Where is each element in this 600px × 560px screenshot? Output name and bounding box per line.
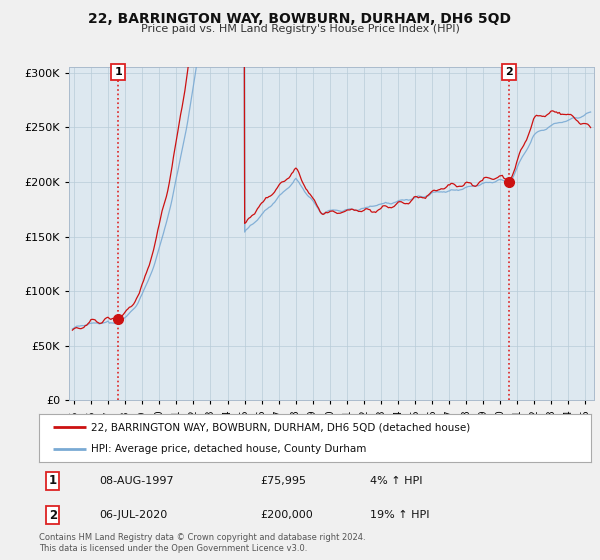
Text: 22, BARRINGTON WAY, BOWBURN, DURHAM, DH6 5QD (detached house): 22, BARRINGTON WAY, BOWBURN, DURHAM, DH6… bbox=[91, 422, 470, 432]
Text: £200,000: £200,000 bbox=[260, 510, 313, 520]
Text: 06-JUL-2020: 06-JUL-2020 bbox=[100, 510, 168, 520]
Text: Price paid vs. HM Land Registry's House Price Index (HPI): Price paid vs. HM Land Registry's House … bbox=[140, 24, 460, 34]
Text: 1: 1 bbox=[114, 67, 122, 77]
Text: 4% ↑ HPI: 4% ↑ HPI bbox=[370, 476, 423, 486]
Text: 08-AUG-1997: 08-AUG-1997 bbox=[100, 476, 175, 486]
Text: Contains HM Land Registry data © Crown copyright and database right 2024.
This d: Contains HM Land Registry data © Crown c… bbox=[39, 533, 365, 553]
Text: 1: 1 bbox=[49, 474, 57, 487]
Text: £75,995: £75,995 bbox=[260, 476, 306, 486]
Text: 19% ↑ HPI: 19% ↑ HPI bbox=[370, 510, 430, 520]
Text: HPI: Average price, detached house, County Durham: HPI: Average price, detached house, Coun… bbox=[91, 444, 367, 454]
Text: 2: 2 bbox=[49, 508, 57, 521]
Text: 22, BARRINGTON WAY, BOWBURN, DURHAM, DH6 5QD: 22, BARRINGTON WAY, BOWBURN, DURHAM, DH6… bbox=[89, 12, 511, 26]
Text: 2: 2 bbox=[505, 67, 512, 77]
